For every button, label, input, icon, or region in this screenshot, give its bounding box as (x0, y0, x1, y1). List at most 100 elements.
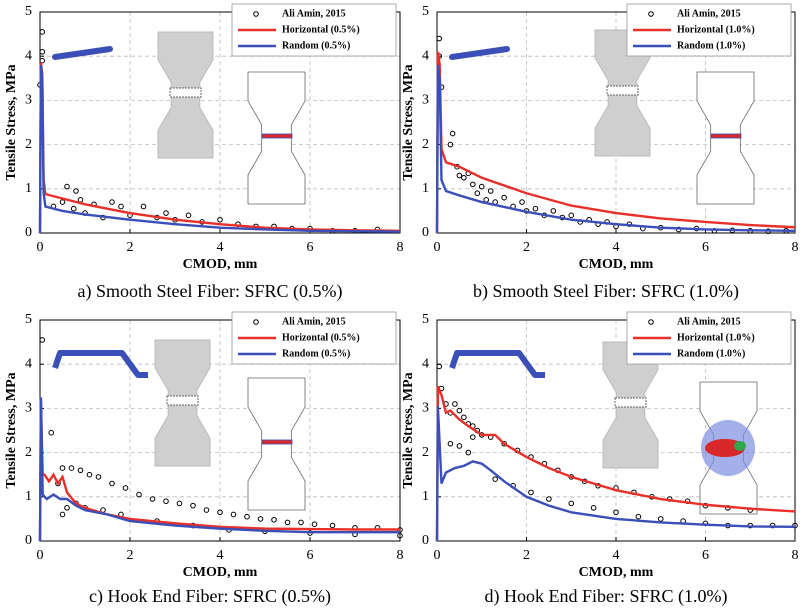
x-tick-label: 0 (37, 240, 44, 255)
y-tick-label: 1 (25, 489, 32, 504)
legend-label: Ali Amin, 2015 (677, 316, 741, 327)
data-point (86, 471, 93, 478)
data-point (284, 519, 291, 526)
y-tick-label: 0 (422, 533, 429, 548)
data-point (244, 513, 250, 520)
data-point (590, 505, 597, 511)
data-point (447, 141, 454, 148)
crack-green (734, 441, 746, 451)
data-point (470, 181, 476, 188)
data-point (39, 57, 46, 64)
y-axis-label: Tensile Stress, MPa (4, 64, 19, 180)
legend-marker (648, 319, 654, 325)
x-tick-label: 4 (613, 240, 620, 255)
legend-marker (253, 11, 259, 17)
data-point (39, 48, 46, 55)
legend-label: Ali Amin, 2015 (677, 8, 741, 19)
data-point (474, 190, 481, 197)
y-tick-label: 3 (422, 401, 429, 416)
series-line (38, 397, 400, 542)
legend-label: Horizontal (0.5%) (282, 332, 360, 343)
data-point (546, 496, 552, 502)
x-tick-label: 4 (217, 548, 224, 563)
data-point (792, 522, 798, 529)
data-point (68, 465, 75, 471)
y-tick-label: 4 (422, 48, 429, 63)
data-point (461, 414, 467, 421)
data-point (311, 521, 318, 528)
data-point (48, 429, 55, 436)
data-point (39, 29, 46, 35)
y-axis-label: Tensile Stress, MPa (4, 372, 19, 488)
series-line (38, 399, 400, 542)
y-tick-label: 2 (25, 137, 32, 152)
data-point (568, 500, 575, 507)
data-point (176, 500, 183, 507)
y-tick-label: 0 (25, 533, 32, 548)
data-point (59, 199, 66, 205)
caption: b) Smooth Steel Fiber: SFRC (1.0%) (473, 281, 739, 302)
data-point (190, 502, 196, 509)
data-point (456, 172, 463, 179)
y-tick-label: 4 (422, 356, 429, 371)
fiber (449, 350, 545, 378)
y-tick-label: 3 (25, 93, 32, 108)
legend-label: Horizontal (1.0%) (677, 332, 755, 343)
data-point (478, 183, 485, 190)
caption: a) Smooth Steel Fiber: SFRC (0.5%) (78, 281, 343, 302)
data-point (329, 522, 336, 529)
legend-label: Random (0.5%) (282, 348, 350, 359)
data-point (397, 532, 403, 539)
data-point (203, 507, 210, 513)
data-point (217, 509, 223, 516)
x-tick-label: 6 (307, 240, 314, 255)
crack (261, 439, 293, 445)
y-tick-label: 1 (422, 489, 429, 504)
data-point (613, 509, 619, 516)
data-point (550, 208, 557, 214)
data-point (217, 216, 223, 223)
legend-label: Random (1.0%) (677, 348, 745, 359)
x-tick-label: 8 (397, 548, 404, 563)
data-point (298, 519, 304, 526)
x-tick-label: 4 (613, 548, 620, 563)
x-tick-label: 6 (702, 548, 709, 563)
y-tick-label: 2 (422, 445, 429, 460)
data-point (449, 130, 456, 137)
legend-label: Ali Amin, 2015 (282, 8, 346, 19)
data-point (257, 516, 264, 522)
data-point (271, 516, 277, 523)
data-point (447, 440, 454, 447)
data-point (456, 407, 463, 414)
y-tick-label: 1 (422, 181, 429, 196)
fiber (52, 350, 148, 378)
data-point (59, 511, 66, 518)
data-point (109, 480, 115, 487)
data-point (64, 183, 70, 190)
series-line (435, 406, 796, 542)
fracture-band (614, 397, 647, 408)
caption: d) Hook End Fiber: SFRC (1.0%) (485, 586, 728, 607)
data-point (452, 401, 458, 407)
data-point (185, 212, 192, 219)
y-tick-label: 2 (25, 445, 32, 460)
x-tick-label: 0 (37, 548, 44, 563)
y-tick-label: 1 (25, 181, 32, 196)
legend-label: Horizontal (1.0%) (677, 24, 755, 35)
y-tick-label: 3 (422, 93, 429, 108)
data-point (122, 485, 129, 491)
x-tick-label: 8 (792, 548, 799, 563)
x-tick-label: 4 (217, 240, 224, 255)
data-point (657, 516, 664, 522)
caption: c) Hook End Fiber: SFRC (0.5%) (89, 586, 331, 607)
legend-marker (648, 11, 654, 17)
y-tick-label: 4 (25, 48, 32, 63)
x-tick-label: 2 (523, 240, 530, 255)
legend-marker (253, 319, 259, 325)
data-point (528, 489, 534, 496)
series-line (435, 385, 796, 542)
data-point (470, 434, 476, 440)
data-point (163, 210, 169, 216)
y-tick-label: 0 (422, 225, 429, 240)
